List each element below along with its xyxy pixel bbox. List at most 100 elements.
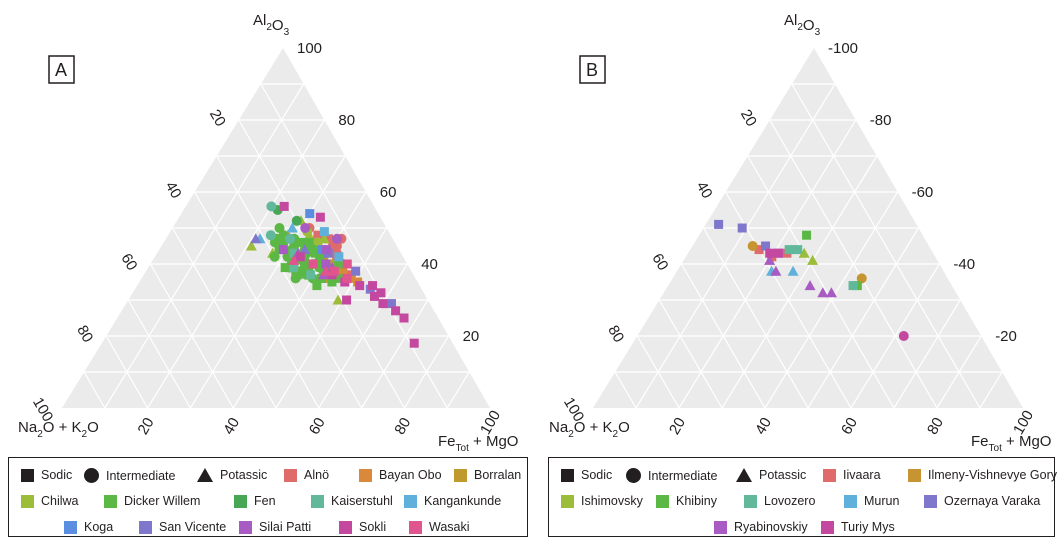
point-ryabinovskiy-triangle xyxy=(804,280,816,291)
point-turiy-mys-square xyxy=(773,248,783,258)
legend-item-aln-: Alnö xyxy=(284,468,329,482)
point-lovozero-square xyxy=(848,281,858,291)
legend-item-kangankunde: Kangankunde xyxy=(404,494,501,508)
legend-label: Sodic xyxy=(41,468,73,482)
point-chilwa-triangle xyxy=(332,294,344,305)
gridline-na2o-k2o xyxy=(149,263,234,409)
legend-item-ryabinovskiy: Ryabinovskiy xyxy=(714,520,808,534)
point-san-vicente-square xyxy=(351,266,361,276)
point-san-vicente-square xyxy=(386,299,396,309)
legend-item-borralan: Borralan xyxy=(454,468,521,482)
tick-label-na2o-k2o: 80 xyxy=(604,323,627,346)
tick-label-al2o3: -100 xyxy=(828,40,858,57)
point-silai-patti-square xyxy=(321,259,331,269)
axis-title-right: FeTot + MgO xyxy=(438,433,518,454)
legend-swatch xyxy=(239,520,252,534)
legend-swatch xyxy=(561,494,574,508)
gridline-na2o-k2o xyxy=(702,227,809,409)
tick-label-fetot-mgo: 80 xyxy=(924,415,947,438)
legend-label: San Vicente xyxy=(159,520,227,534)
point-ryabinovskiy-triangle xyxy=(764,254,776,265)
gridline-fetot-mgo xyxy=(104,83,305,409)
tick-label-fetot-mgo: 60 xyxy=(306,415,329,438)
tick-label-fetot-mgo: 20 xyxy=(135,415,158,438)
legend-item-intermediate: Intermediate xyxy=(84,468,175,483)
gridline-fetot-mgo xyxy=(979,371,1003,409)
legend-swatch xyxy=(924,494,937,508)
gridline-na2o-k2o xyxy=(216,155,363,409)
tick-label-na2o-k2o: 60 xyxy=(117,251,140,274)
point-dicker-willem-circle xyxy=(308,244,319,255)
point-ryabinovskiy-triangle xyxy=(817,287,829,298)
legend-swatch xyxy=(339,520,352,534)
legend-swatch xyxy=(284,468,297,482)
legend-label: Potassic xyxy=(759,468,807,482)
point-aln--square xyxy=(324,234,334,244)
point-kangankunde-triangle xyxy=(286,222,298,233)
legend-swatch xyxy=(626,468,641,483)
point-dicker-willem-square xyxy=(327,277,337,287)
legend-item-lovozero: Lovozero xyxy=(744,494,815,508)
tick-label-na2o-k2o: 40 xyxy=(693,179,716,202)
legend-swatch xyxy=(197,468,213,482)
legend-swatch xyxy=(823,468,836,482)
point-lovozero-square xyxy=(784,245,794,255)
legend-label: Intermediate xyxy=(648,468,718,483)
legend-label: Iivaara xyxy=(843,468,881,482)
gridline-na2o-k2o xyxy=(171,227,277,409)
tick-label-fetot-mgo: 20 xyxy=(666,415,689,438)
legend-item-dicker-willem: Dicker Willem xyxy=(104,494,200,508)
gridline-fetot-mgo xyxy=(275,227,388,409)
point-wasaki-square xyxy=(308,259,318,269)
data-points xyxy=(714,219,909,341)
legend-label: Chilwa xyxy=(41,494,79,508)
legend-item-wasaki: Wasaki xyxy=(409,520,470,534)
legend-label: Murun xyxy=(864,494,900,508)
tick-label-fetot-mgo: 60 xyxy=(838,415,861,438)
gridline-fetot-mgo xyxy=(446,371,470,409)
point-kaiserstuhl-circle xyxy=(284,233,295,244)
point-aln--circle xyxy=(331,241,342,251)
tick-label-al2o3: 80 xyxy=(338,112,355,129)
gridline-na2o-k2o xyxy=(83,371,106,409)
legend-label: Ilmeny-Vishnevye Gory xyxy=(928,468,1057,482)
legend-item-fen: Fen xyxy=(234,494,276,508)
point-sokli-square xyxy=(369,291,379,301)
point-sokli-square xyxy=(376,288,386,298)
point-silai-patti-square xyxy=(321,245,331,255)
point-kaiserstuhl-square xyxy=(289,263,299,273)
panel-label: A xyxy=(55,60,67,80)
legend-label: Koga xyxy=(84,520,114,534)
tick-label-al2o3: -20 xyxy=(995,328,1017,345)
point-sokli-square xyxy=(378,299,388,309)
gridline-fetot-mgo xyxy=(850,263,940,409)
gridline-na2o-k2o xyxy=(680,263,766,409)
legend-swatch xyxy=(21,468,34,482)
gridline-fetot-mgo xyxy=(403,335,450,409)
tick-label-al2o3: 60 xyxy=(380,184,397,201)
point-wasaki-square xyxy=(342,273,352,283)
point-wasaki-triangle xyxy=(288,254,300,265)
point-turiy-mys-square xyxy=(765,248,775,258)
legend-label: Bayan Obo xyxy=(379,468,442,482)
legend-label: Kangankunde xyxy=(424,494,502,508)
point-sokli-square xyxy=(399,313,409,323)
legend-label: Kaiserstuhl xyxy=(331,494,393,508)
point-turiy-mys-circle xyxy=(898,331,909,341)
tick-label-na2o-k2o: 40 xyxy=(162,179,185,202)
legend-label: Potassic xyxy=(220,468,268,482)
legend-item-san-vicente: San Vicente xyxy=(139,520,226,534)
legend-swatch xyxy=(21,494,34,508)
point-sokli-square xyxy=(342,295,352,305)
gridline-na2o-k2o xyxy=(791,83,981,409)
legend-item-ishimovsky: Ishimovsky xyxy=(561,494,643,508)
axis-title-top: Al2O3 xyxy=(253,12,290,38)
axis-title-left: Na2O + K2O xyxy=(18,419,99,440)
legend-swatch xyxy=(561,468,574,482)
legend-label: Borralan xyxy=(474,468,522,482)
point-sokli-square xyxy=(355,281,365,291)
tick-label-na2o-k2o: 60 xyxy=(648,251,671,274)
point-chilwa-triangle xyxy=(245,240,257,251)
gridline-na2o-k2o xyxy=(105,335,149,409)
